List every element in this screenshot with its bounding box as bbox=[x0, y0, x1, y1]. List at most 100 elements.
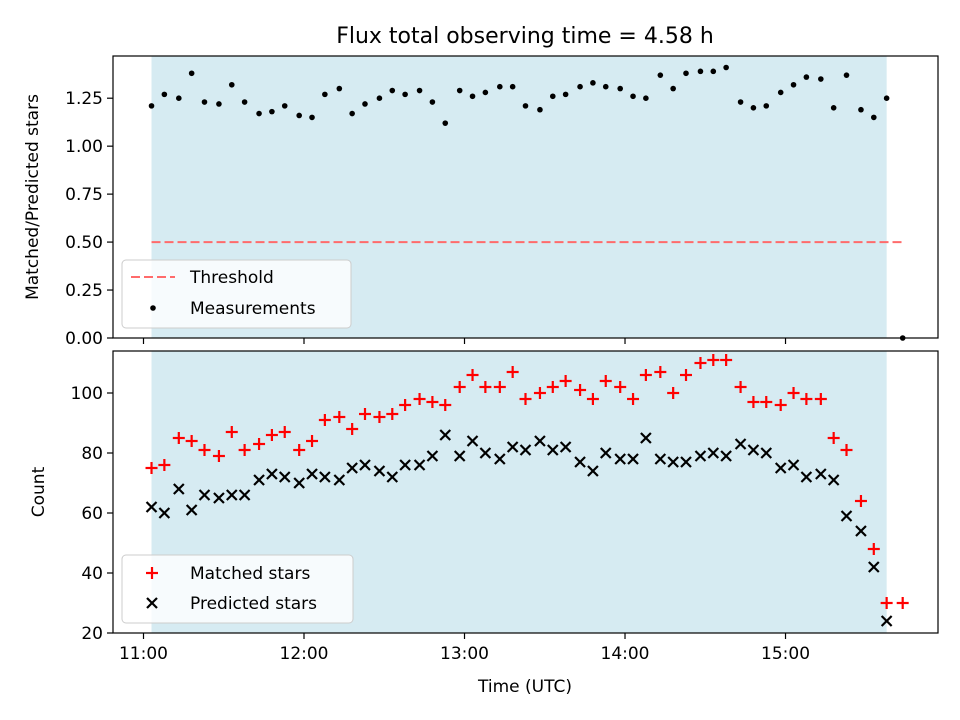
matched-star-point bbox=[333, 411, 346, 423]
predicted-star-point bbox=[479, 447, 492, 459]
legend-matched-swatch bbox=[146, 567, 158, 579]
legend-predicted-label: Predicted stars bbox=[190, 594, 317, 614]
predicted-star-point bbox=[720, 450, 732, 462]
predicted-star-point bbox=[466, 435, 479, 447]
x-tick-label: 11:00 bbox=[119, 644, 168, 664]
matched-star-point bbox=[318, 414, 331, 426]
x-tick-label: 13:00 bbox=[440, 644, 489, 664]
predicted-star-point bbox=[534, 435, 546, 447]
axes-frame-bottom bbox=[112, 350, 939, 634]
legend-top: Threshold Measurements bbox=[121, 259, 352, 329]
predicted-star-point bbox=[880, 615, 893, 627]
predicted-star-point bbox=[238, 489, 251, 501]
measurement-point bbox=[362, 101, 368, 107]
legend-box-bottom bbox=[121, 554, 354, 624]
predicted-star-point bbox=[453, 450, 466, 462]
matched-star-point bbox=[614, 381, 627, 393]
matched-star-point bbox=[546, 381, 559, 393]
predicted-star-point bbox=[599, 447, 612, 459]
predicted-star-point bbox=[333, 474, 346, 486]
predicted-stars-points bbox=[145, 429, 893, 627]
predicted-star-point bbox=[413, 459, 426, 471]
measurement-point bbox=[830, 104, 837, 111]
predicted-star-point bbox=[225, 489, 238, 501]
predicted-star-point bbox=[694, 450, 707, 462]
predicted-star-point bbox=[185, 504, 198, 516]
legend-box-top bbox=[121, 259, 352, 329]
measurement-point bbox=[577, 83, 583, 90]
predicted-star-point bbox=[747, 444, 760, 456]
matched-star-point bbox=[533, 387, 546, 399]
measurement-point bbox=[710, 68, 717, 75]
y-axis-ticks-top: 0.00 0.25 0.50 0.75 1.00 1.25 bbox=[65, 89, 113, 349]
predicted-star-point bbox=[800, 471, 813, 483]
matched-star-point bbox=[426, 396, 439, 408]
measurement-point bbox=[683, 70, 689, 77]
matched-star-point bbox=[278, 426, 291, 438]
predicted-star-point bbox=[399, 459, 411, 471]
y-tick-label: 1.25 bbox=[65, 89, 103, 109]
matched-star-point bbox=[172, 432, 185, 444]
measurement-point bbox=[336, 85, 343, 92]
measurement-point bbox=[509, 83, 516, 90]
predicted-star-point bbox=[173, 483, 185, 495]
y-tick-label: 0.75 bbox=[65, 185, 103, 205]
measurement-point bbox=[790, 81, 797, 88]
matched-star-point bbox=[386, 408, 399, 420]
measurement-point bbox=[697, 68, 704, 75]
matched-star-point bbox=[720, 354, 733, 366]
matched-star-point bbox=[787, 387, 800, 399]
matched-star-point bbox=[867, 543, 880, 555]
measurement-point bbox=[148, 103, 155, 109]
x-tick-label: 15:00 bbox=[761, 644, 810, 664]
measurement-point bbox=[322, 91, 328, 98]
predicted-star-point bbox=[587, 465, 599, 477]
matched-star-point bbox=[599, 375, 612, 387]
predicted-star-point bbox=[627, 453, 639, 465]
matched-star-point bbox=[506, 366, 519, 378]
measurement-point bbox=[858, 106, 864, 113]
matched-star-point bbox=[774, 399, 787, 411]
predicted-star-point bbox=[373, 465, 386, 477]
measurement-point bbox=[389, 87, 396, 94]
matched-star-point bbox=[896, 597, 909, 609]
measurement-point bbox=[216, 101, 222, 107]
predicted-star-point bbox=[158, 507, 171, 519]
predicted-star-point bbox=[494, 453, 506, 465]
matched-star-point bbox=[654, 366, 667, 378]
y-axis-label-ratio: Matched/Predicted stars bbox=[23, 94, 43, 300]
matched-star-point bbox=[265, 429, 278, 441]
predicted-star-point bbox=[547, 444, 559, 456]
matched-star-point bbox=[574, 384, 587, 396]
legend-measurements-label: Measurements bbox=[190, 299, 316, 319]
legend-predicted-swatch bbox=[146, 597, 158, 609]
measurement-point bbox=[670, 85, 676, 92]
measurement-point bbox=[843, 72, 850, 78]
predicted-star-point bbox=[614, 453, 626, 465]
matched-star-point bbox=[854, 495, 867, 507]
measurement-point bbox=[228, 81, 235, 88]
matched-star-point bbox=[493, 381, 506, 393]
measurement-point bbox=[630, 93, 636, 100]
measurement-point bbox=[349, 110, 355, 117]
measurement-point bbox=[737, 99, 744, 105]
legend-measurements-swatch bbox=[150, 305, 156, 311]
matched-stars-points bbox=[145, 354, 909, 609]
measurement-point bbox=[497, 83, 503, 90]
legend-threshold-label: Threshold bbox=[189, 268, 274, 288]
predicted-star-point bbox=[815, 468, 827, 480]
x-tick-label: 12:00 bbox=[280, 644, 329, 664]
measurement-point bbox=[617, 85, 623, 92]
predicted-star-point bbox=[840, 510, 853, 522]
measurement-point bbox=[269, 108, 275, 115]
matched-star-point bbox=[694, 357, 707, 369]
matched-star-point bbox=[639, 369, 652, 381]
predicted-star-point bbox=[213, 492, 225, 504]
measurement-point bbox=[429, 99, 436, 105]
measurement-point bbox=[188, 70, 195, 77]
measurement-point bbox=[469, 93, 476, 100]
predicted-star-point bbox=[667, 456, 679, 468]
measurement-point bbox=[456, 87, 463, 94]
measurement-point bbox=[643, 95, 649, 102]
measurement-point bbox=[442, 120, 449, 126]
